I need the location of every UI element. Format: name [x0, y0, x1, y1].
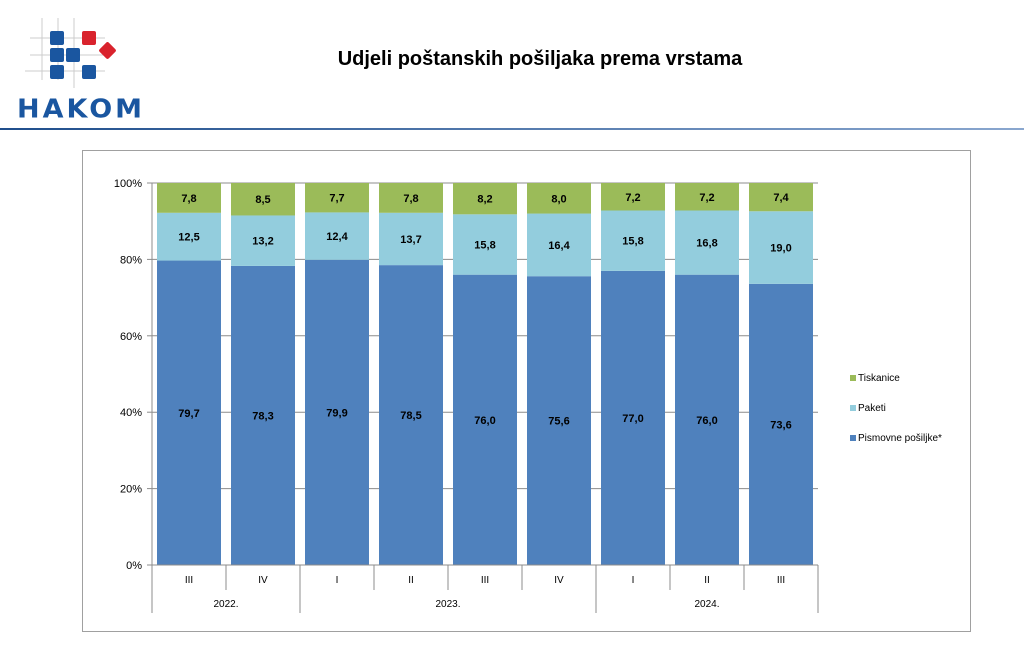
data-label: 13,2: [252, 236, 273, 248]
data-label: 7,4: [773, 192, 789, 204]
bar-segment: [453, 274, 517, 565]
bar-segment: [453, 214, 517, 275]
bar-segment: [231, 183, 295, 216]
bar-segment: [749, 183, 813, 212]
bar-segment: [157, 183, 221, 213]
bar-segment: [675, 274, 739, 565]
data-label: 16,4: [548, 240, 570, 252]
bar-segment: [527, 276, 591, 565]
hakom-logo: HAKOM: [0, 0, 160, 130]
data-label: 8,5: [255, 194, 270, 206]
bar-segment: [157, 212, 221, 261]
category-label: I: [632, 575, 635, 586]
group-label: 2024.: [694, 599, 719, 610]
bar-segment: [527, 213, 591, 277]
data-label: 7,2: [699, 192, 714, 204]
logo-mark-icon: [25, 18, 116, 88]
bar-segment: [527, 183, 591, 214]
data-label: 8,0: [551, 193, 566, 205]
data-label: 19,0: [770, 243, 791, 255]
bar-segment: [601, 183, 665, 211]
category-label: IV: [554, 575, 564, 586]
data-label: 16,8: [696, 238, 717, 250]
category-label: III: [185, 575, 193, 586]
bar-segment: [231, 215, 295, 266]
page-title: Udjeli poštanskih pošiljaka prema vrstam…: [337, 48, 743, 70]
y-tick-label: 100%: [114, 178, 142, 190]
data-label: 73,6: [770, 419, 791, 431]
y-tick-label: 60%: [120, 331, 142, 343]
bar-segment: [675, 183, 739, 211]
data-label: 7,7: [329, 193, 344, 205]
data-label: 77,0: [622, 413, 643, 425]
data-label: 79,9: [326, 407, 347, 419]
data-label: 12,4: [326, 231, 348, 243]
bar-segment: [305, 259, 369, 565]
bar-segment: [453, 183, 517, 215]
group-label: 2022.: [213, 599, 238, 610]
bar-segment: [157, 260, 221, 565]
bar-segment: [305, 183, 369, 213]
data-label: 7,8: [403, 193, 418, 205]
data-label: 13,7: [400, 234, 421, 246]
group-label: 2023.: [435, 599, 460, 610]
data-label: 15,8: [474, 240, 495, 252]
bar-segment: [379, 212, 443, 266]
y-tick-label: 20%: [120, 484, 142, 496]
legend-swatch: [850, 405, 856, 411]
bar-segment: [379, 183, 443, 213]
data-label: 15,8: [622, 236, 643, 248]
bar-segment: [601, 210, 665, 271]
chart-frame: [82, 150, 971, 632]
data-label: 78,3: [252, 410, 273, 422]
legend-label: Tiskanice: [858, 373, 900, 384]
y-tick-label: 80%: [120, 254, 142, 266]
y-tick-label: 40%: [120, 407, 142, 419]
bar-segment: [379, 265, 443, 565]
bar-segment: [305, 212, 369, 260]
bar-segment: [231, 265, 295, 565]
bar-segment: [601, 270, 665, 565]
category-label: III: [777, 575, 785, 586]
bar-segment: [749, 283, 813, 565]
data-label: 8,2: [477, 194, 492, 206]
category-label: III: [481, 575, 489, 586]
category-label: II: [408, 575, 414, 586]
category-label: II: [704, 575, 710, 586]
legend-label: Paketi: [858, 403, 886, 414]
category-label: IV: [258, 575, 268, 586]
bar-segment: [675, 210, 739, 275]
data-label: 76,0: [696, 415, 717, 427]
legend-swatch: [850, 435, 856, 441]
bar-segment: [749, 211, 813, 284]
data-label: 76,0: [474, 415, 495, 427]
data-label: 12,5: [178, 232, 199, 244]
logo-text: HAKOM: [17, 94, 146, 125]
y-tick-label: 0%: [126, 560, 142, 572]
legend-label: Pismovne pošiljke*: [858, 433, 942, 444]
header-divider: [0, 128, 1024, 130]
legend-swatch: [850, 375, 856, 381]
category-label: I: [336, 575, 339, 586]
data-label: 7,2: [625, 192, 640, 204]
data-label: 7,8: [181, 193, 196, 205]
data-label: 75,6: [548, 416, 569, 428]
data-label: 78,5: [400, 410, 421, 422]
data-label: 79,7: [178, 408, 199, 420]
